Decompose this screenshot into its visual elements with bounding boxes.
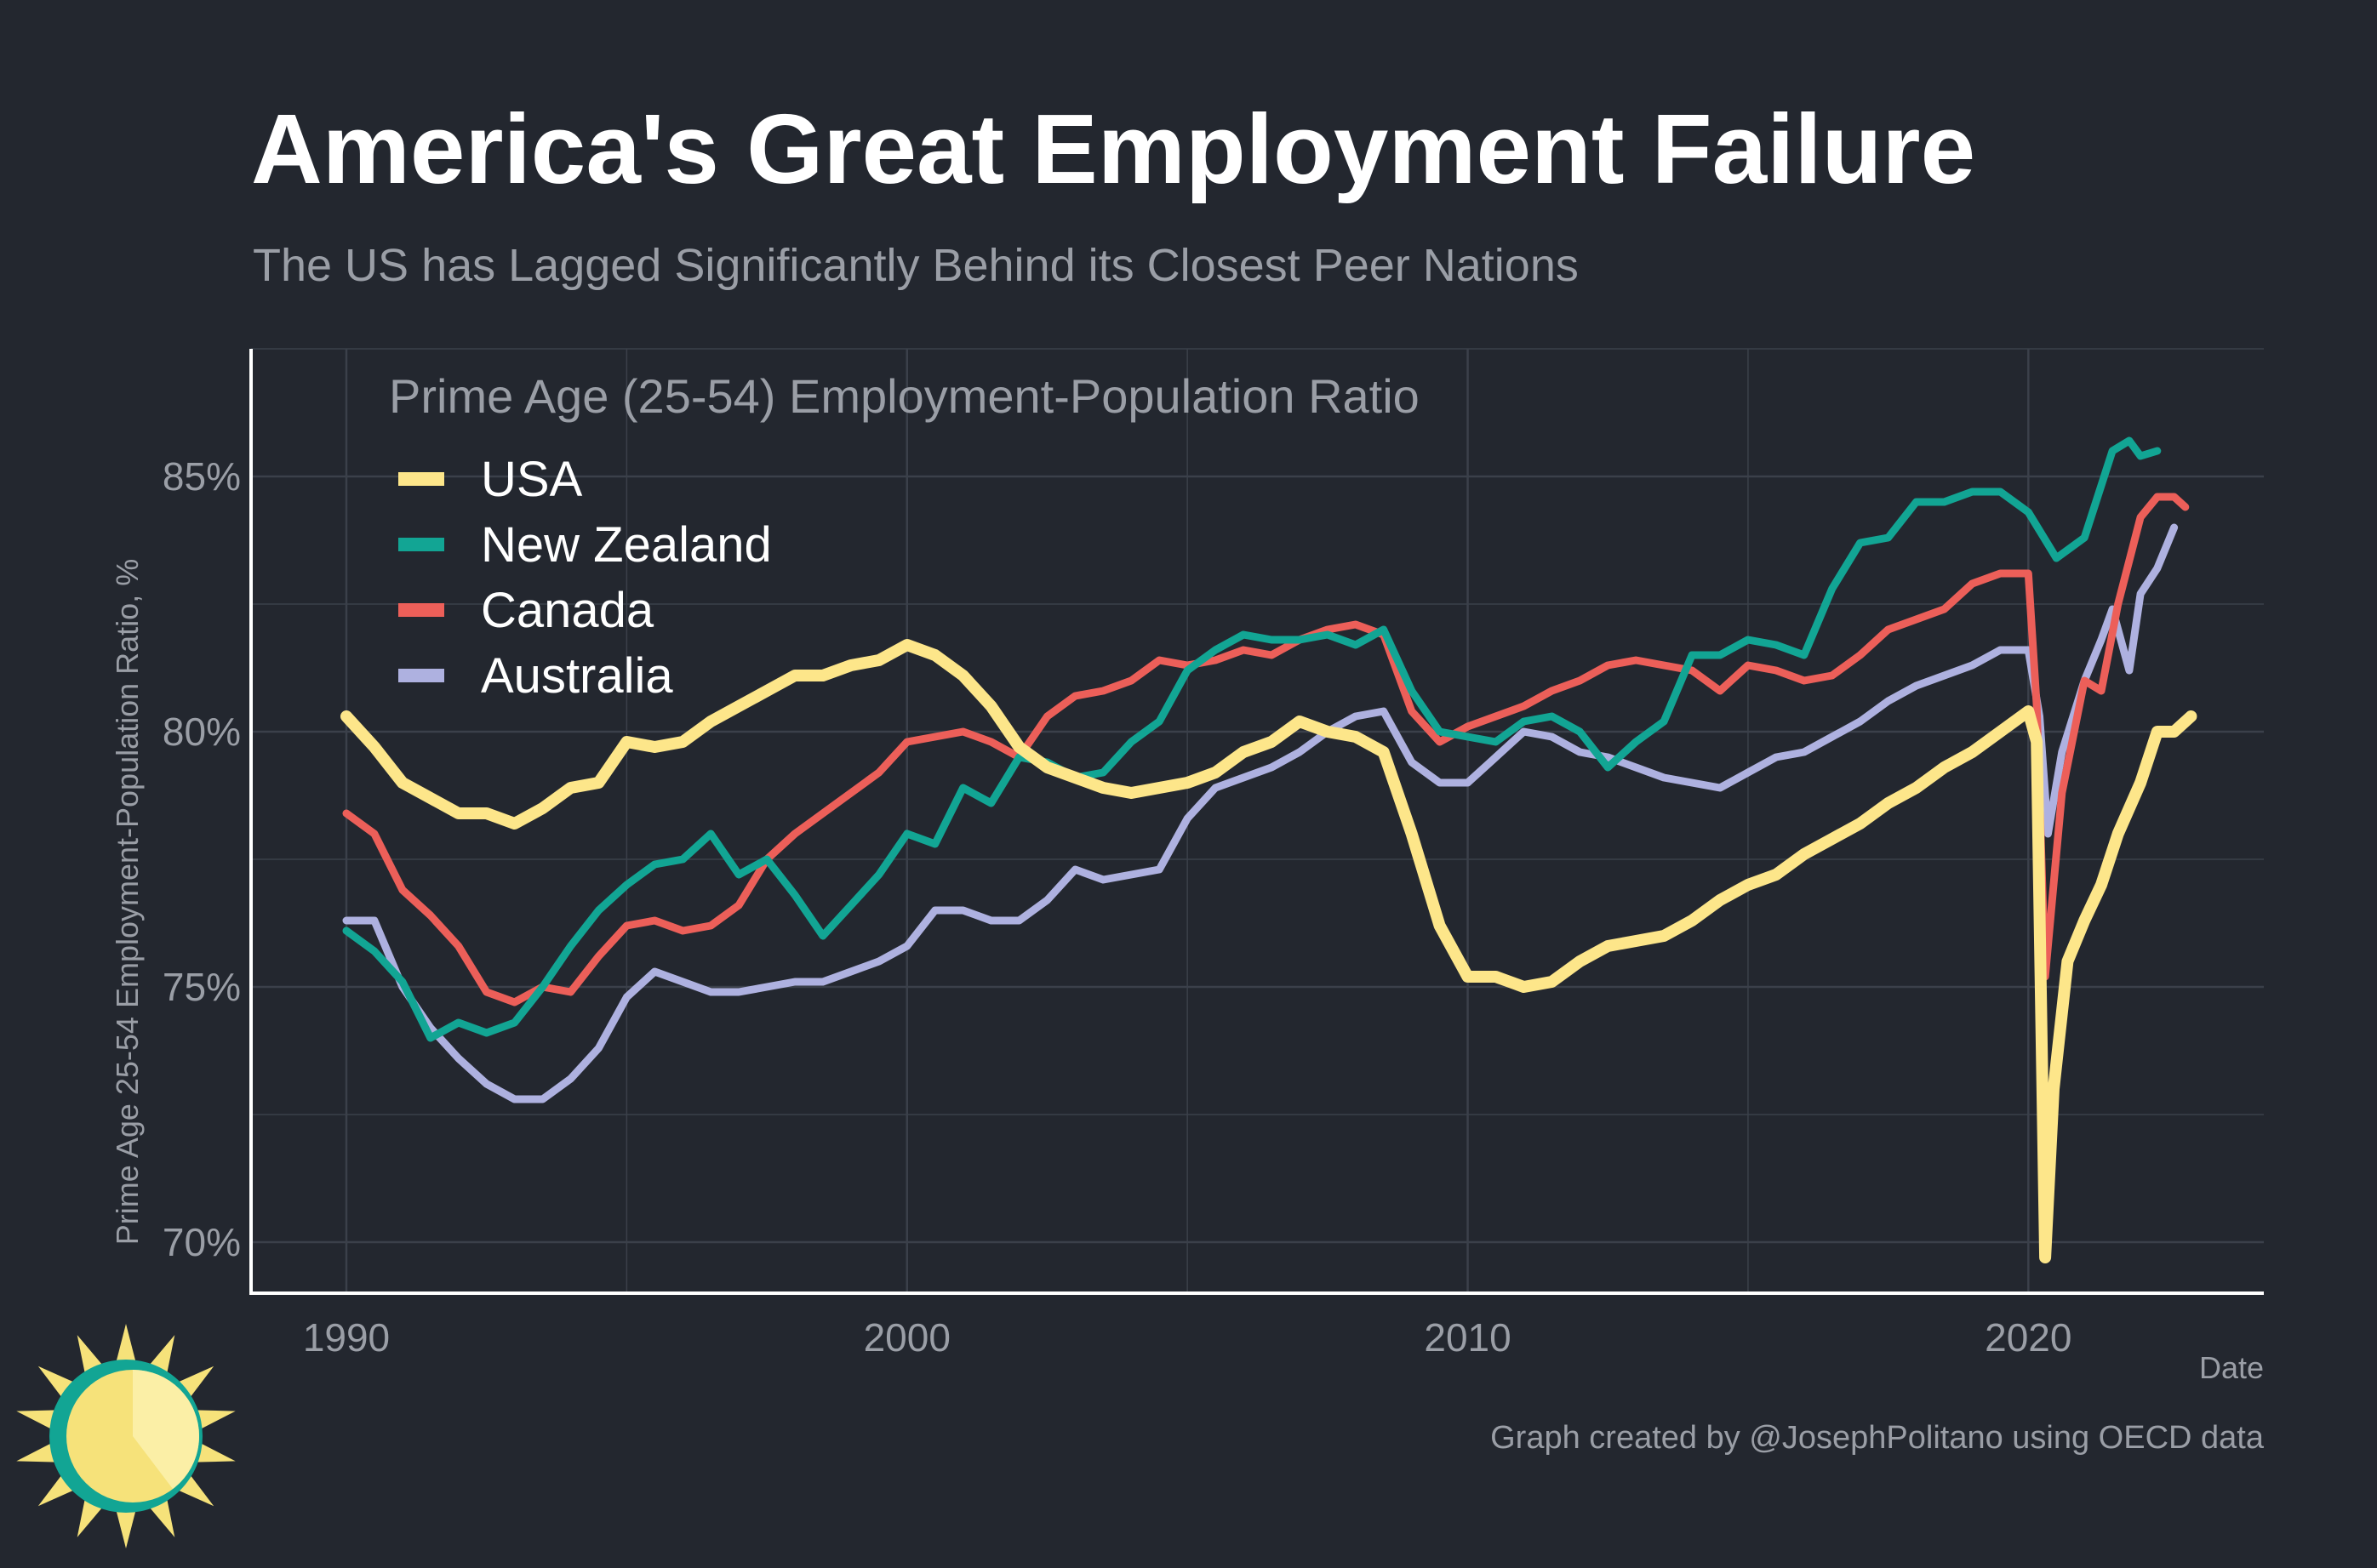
sun-ray bbox=[114, 1505, 138, 1548]
y-tick-label: 70% bbox=[163, 1220, 241, 1264]
x-tick-label: 2000 bbox=[864, 1315, 951, 1360]
series-line-new-zealand bbox=[342, 436, 2162, 1042]
series-line-canada bbox=[342, 493, 2190, 1006]
legend-label-new-zealand: New Zealand bbox=[481, 517, 772, 573]
x-tick-label: 1990 bbox=[303, 1315, 390, 1360]
y-tick-label: 80% bbox=[163, 710, 241, 754]
series-line-usa bbox=[340, 639, 2197, 1263]
y-tick-label: 85% bbox=[163, 454, 241, 499]
legend-title: Prime Age (25-54) Employment-Population … bbox=[389, 369, 1420, 423]
tick-labels: 1990 2000 2010 2020 70% 75% 80% 85% bbox=[163, 454, 2072, 1360]
axes bbox=[249, 349, 2264, 1295]
sun-highlight bbox=[133, 1370, 199, 1489]
legend: USA New Zealand Canada Australia bbox=[398, 452, 772, 704]
x-tick-label: 2020 bbox=[1985, 1315, 2071, 1360]
chart-subtitle: The US has Lagged Significantly Behind i… bbox=[253, 240, 1579, 291]
grid-lines bbox=[251, 348, 2264, 1293]
y-axis-title: Prime Age 25-54 Employment-Population Ra… bbox=[110, 559, 145, 1245]
sun-ray bbox=[114, 1324, 138, 1367]
chart-title: America's Great Employment Failure bbox=[251, 94, 1975, 204]
legend-label-usa: USA bbox=[481, 452, 583, 507]
legend-label-australia: Australia bbox=[481, 648, 673, 704]
series-lines bbox=[340, 436, 2197, 1263]
legend-label-canada: Canada bbox=[481, 583, 654, 638]
sun-logo bbox=[16, 1324, 236, 1548]
x-axis-title: Date bbox=[2199, 1350, 2264, 1385]
y-tick-label: 75% bbox=[163, 965, 241, 1009]
x-tick-label: 2010 bbox=[1424, 1315, 1511, 1360]
caption: Graph created by @JosephPolitano using O… bbox=[1490, 1420, 2265, 1456]
